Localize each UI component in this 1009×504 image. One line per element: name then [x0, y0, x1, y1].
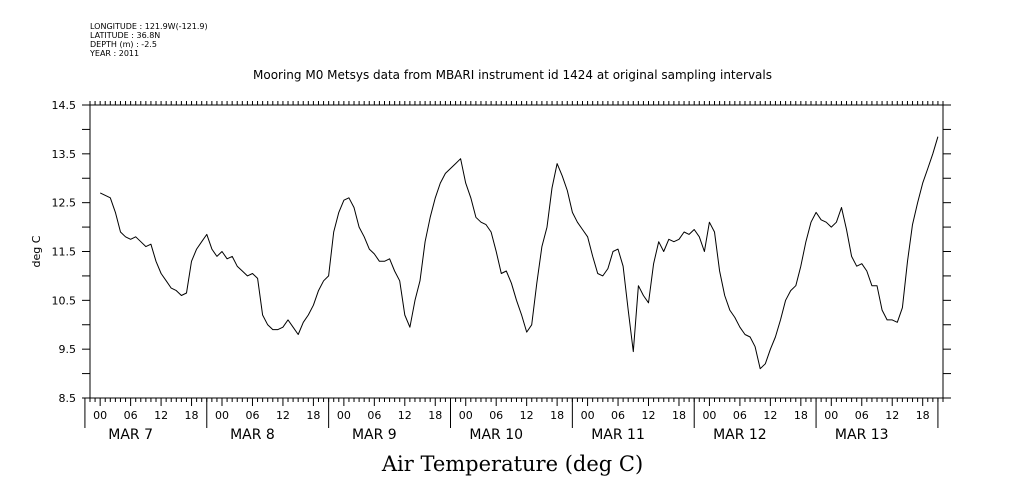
x-hour-label: 06 [855, 409, 869, 422]
x-hour-label: 06 [245, 409, 259, 422]
x-hour-label: 00 [824, 409, 838, 422]
x-hour-label: 06 [489, 409, 503, 422]
x-hour-label: 00 [337, 409, 351, 422]
x-hour-label: 00 [459, 409, 473, 422]
x-day-label: MAR 8 [230, 427, 275, 443]
x-hour-label: 12 [520, 409, 534, 422]
y-tick-label: 11.5 [52, 246, 77, 259]
x-hour-label: 00 [215, 409, 229, 422]
x-day-label: MAR 13 [835, 427, 889, 443]
y-tick-label: 9.5 [59, 343, 77, 356]
y-tick-label: 10.5 [52, 294, 77, 307]
x-hour-label: 06 [367, 409, 381, 422]
x-day-label: MAR 7 [108, 427, 153, 443]
latitude-label: LATITUDE : 36.8N [90, 31, 161, 40]
x-day-label: MAR 11 [591, 427, 645, 443]
x-hour-label: 06 [124, 409, 138, 422]
x-hour-label: 12 [885, 409, 899, 422]
x-day-label: MAR 10 [469, 427, 523, 443]
air-temperature-line [99, 136, 939, 370]
y-tick-label: 8.5 [59, 392, 77, 405]
year-label: YEAR : 2011 [90, 49, 140, 58]
x-day-label: MAR 12 [713, 427, 767, 443]
x-hour-label: 18 [185, 409, 199, 422]
x-axis-label: Air Temperature (deg C) [381, 452, 644, 476]
chart-title: Mooring M0 Metsys data from MBARI instru… [253, 68, 772, 82]
x-hour-label: 12 [642, 409, 656, 422]
metadata-block: LONGITUDE : 121.9W(-121.9) LATITUDE : 36… [90, 22, 208, 58]
x-hour-label: 00 [702, 409, 716, 422]
x-hour-label: 18 [672, 409, 686, 422]
y-tick-label: 12.5 [52, 197, 77, 210]
x-day-label: MAR 9 [352, 427, 397, 443]
x-hour-label: 18 [306, 409, 320, 422]
x-hour-label: 06 [611, 409, 625, 422]
x-hour-label: 18 [794, 409, 808, 422]
y-tick-label: 13.5 [52, 148, 77, 161]
x-hour-label: 00 [581, 409, 595, 422]
x-hour-label: 18 [550, 409, 564, 422]
x-hour-label: 12 [763, 409, 777, 422]
plot-frame [89, 104, 944, 399]
x-hour-label: 12 [154, 409, 168, 422]
y-tick-label: 14.5 [52, 99, 77, 112]
longitude-label: LONGITUDE : 121.9W(-121.9) [90, 22, 208, 31]
x-hour-label: 12 [398, 409, 412, 422]
y-axis-label: deg C [30, 235, 43, 267]
x-hour-label: 12 [276, 409, 290, 422]
x-hour-label: 06 [733, 409, 747, 422]
x-hour-label: 18 [428, 409, 442, 422]
x-hour-label: 18 [916, 409, 930, 422]
x-hour-label: 00 [93, 409, 107, 422]
depth-label: DEPTH (m) : -2.5 [90, 40, 157, 49]
